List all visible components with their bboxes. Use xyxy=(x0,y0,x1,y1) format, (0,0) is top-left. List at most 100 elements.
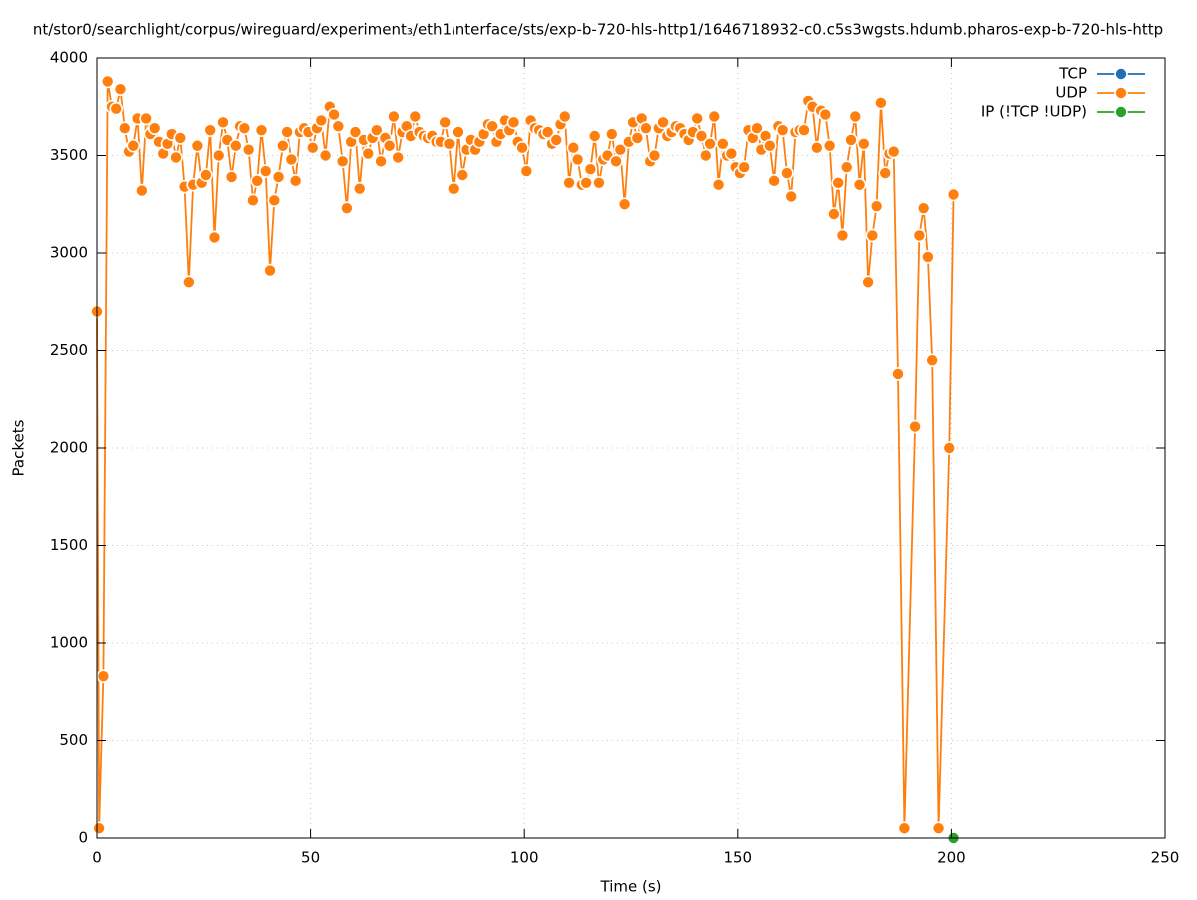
data-point xyxy=(207,230,222,245)
data-point xyxy=(327,107,341,122)
data-point xyxy=(549,133,564,147)
data-point xyxy=(942,441,957,455)
data-point xyxy=(173,131,188,145)
data-point xyxy=(912,228,927,243)
data-point xyxy=(831,176,845,190)
data-point xyxy=(916,201,931,215)
data-point xyxy=(694,129,709,143)
y-tick-label: 3000 xyxy=(50,244,88,262)
data-point xyxy=(190,138,205,153)
data-point xyxy=(784,189,799,204)
data-point xyxy=(391,150,405,165)
data-point xyxy=(139,111,153,126)
data-point xyxy=(609,154,623,169)
data-point xyxy=(370,123,384,137)
data-point xyxy=(352,181,367,196)
data-point xyxy=(613,142,628,157)
data-point xyxy=(861,275,875,290)
data-point xyxy=(878,166,892,180)
x-tick-label: 0 xyxy=(92,849,102,867)
data-point xyxy=(519,164,534,178)
chart-title: nt/stor0/searchlight/corpus/wireguard/ex… xyxy=(33,21,1163,39)
data-point xyxy=(647,148,662,163)
data-point xyxy=(592,176,606,190)
x-tick-label: 50 xyxy=(301,849,320,867)
data-point xyxy=(711,177,726,192)
data-point xyxy=(869,199,884,213)
data-point xyxy=(361,146,376,161)
data-point xyxy=(698,148,713,163)
data-point xyxy=(203,123,218,137)
data-point xyxy=(117,121,132,135)
data-point xyxy=(925,353,939,368)
data-point xyxy=(908,419,922,434)
data-point xyxy=(147,121,162,135)
x-tick-label: 250 xyxy=(1151,849,1180,867)
legend-marker xyxy=(1114,105,1128,119)
plot-area xyxy=(90,74,961,845)
data-point xyxy=(810,140,824,155)
data-point xyxy=(639,121,653,135)
data-point xyxy=(280,125,294,139)
data-point xyxy=(113,82,128,96)
data-point xyxy=(199,168,213,182)
x-tick-label: 100 xyxy=(510,849,539,867)
y-tick-label: 1000 xyxy=(50,634,88,652)
data-point xyxy=(857,137,871,151)
y-axis-label: Packets xyxy=(10,419,28,476)
data-point xyxy=(92,821,106,836)
data-point xyxy=(780,166,794,180)
data-point xyxy=(276,138,290,153)
data-point xyxy=(288,174,303,188)
y-tick-label: 2000 xyxy=(50,439,88,457)
data-point xyxy=(455,168,470,182)
data-point xyxy=(506,115,521,130)
data-point xyxy=(604,127,619,141)
data-point xyxy=(707,109,722,124)
x-axis-label: Time (s) xyxy=(600,878,662,896)
data-point xyxy=(931,821,946,836)
data-point xyxy=(109,101,124,116)
legend-marker xyxy=(1114,67,1128,81)
data-point xyxy=(630,131,645,145)
data-point xyxy=(716,137,730,151)
data-point xyxy=(921,250,935,264)
x-tick-label: 200 xyxy=(937,849,966,867)
data-point xyxy=(263,263,277,278)
data-point xyxy=(835,228,850,243)
y-tick-label: 3500 xyxy=(50,146,88,164)
legend-marker xyxy=(1114,86,1128,100)
legend-label: TCP xyxy=(1058,65,1087,83)
data-point xyxy=(763,138,777,153)
data-point xyxy=(314,113,329,128)
data-point xyxy=(566,140,581,155)
data-point xyxy=(216,115,230,130)
data-point xyxy=(182,275,196,290)
data-point xyxy=(135,183,149,198)
data-point xyxy=(374,154,388,169)
data-point xyxy=(946,187,961,202)
data-point xyxy=(451,125,465,139)
y-tick-label: 2500 xyxy=(50,341,88,359)
data-point xyxy=(335,154,350,169)
data-point xyxy=(237,121,252,135)
data-point xyxy=(254,123,269,137)
data-point xyxy=(224,170,239,184)
legend-label: IP (!TCP !UDP) xyxy=(981,103,1087,121)
data-point xyxy=(775,123,790,137)
data-point xyxy=(241,142,256,157)
data-point xyxy=(818,107,833,122)
legend-label: UDP xyxy=(1055,84,1087,102)
data-point xyxy=(822,138,837,153)
y-tick-label: 4000 xyxy=(50,49,88,67)
y-tick-label: 1500 xyxy=(50,536,88,554)
data-point xyxy=(874,96,888,110)
data-point xyxy=(737,160,752,174)
data-point xyxy=(891,367,905,381)
series-line xyxy=(96,81,955,829)
data-point xyxy=(797,123,811,137)
data-point xyxy=(844,133,858,147)
data-point xyxy=(382,138,397,153)
y-tick-label: 500 xyxy=(59,731,88,749)
data-point xyxy=(442,137,457,151)
